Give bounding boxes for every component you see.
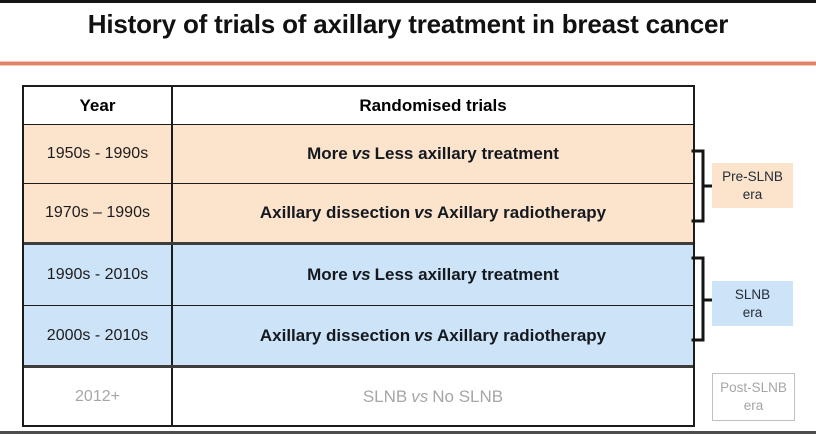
year-cell: 1990s - 2010s	[24, 245, 173, 305]
title-divider-line	[0, 61, 816, 66]
trial-text-post: Less axillary treatment	[374, 265, 559, 284]
table-row-2000s: 2000s - 2010s Axillary dissection vs Axill…	[24, 306, 693, 368]
pre-slnb-bracket	[691, 149, 713, 223]
year-cell: 1970s – 1990s	[24, 184, 173, 242]
era-label-post-slnb: Post-SLNB era	[712, 373, 795, 421]
table-row-2012: 2012+ SLNB vs No SLNB	[24, 368, 693, 425]
table-row-1950s: 1950s - 1990s More vs Less axillary treatm…	[24, 125, 693, 184]
bottom-border-bar	[0, 431, 816, 434]
trial-text-post: Less axillary treatment	[374, 144, 559, 163]
trial-text-pre: Axillary dissection	[259, 325, 411, 345]
trial-text-vs: vs	[414, 325, 434, 345]
trial-text: Axillary dissection vs Axillary radiothera…	[260, 203, 606, 223]
era-label-pre-slnb: Pre-SLNB era	[712, 163, 793, 208]
trial-text: Axillary dissection vs Axillary radiothera…	[260, 326, 606, 346]
year-cell: 2000s - 2010s	[24, 306, 173, 365]
trial-cell: Axillary dissection vs Axillary radiothera…	[173, 306, 693, 365]
table-row-1990s: 1990s - 2010s More vs Less axillary treatm…	[24, 245, 693, 306]
trial-text: More vs Less axillary treatment	[307, 265, 559, 285]
trial-text-vs: vs	[414, 203, 434, 222]
era-label-line1: Post-SLNB	[720, 380, 787, 396]
trial-cell: More vs Less axillary treatment	[173, 125, 693, 183]
trial-cell: SLNB vs No SLNB	[173, 368, 693, 425]
trial-text-pre: SLNB	[362, 386, 408, 406]
trial-text-post: Axillary radiotherapy	[437, 203, 607, 222]
trials-table: Year Randomised trials 1950s - 1990s Mor…	[22, 85, 695, 427]
trial-text-vs: vs	[351, 265, 371, 284]
trial-cell: Axillary dissection vs Axillary radiothera…	[173, 184, 693, 242]
era-label-line2: era	[743, 398, 764, 413]
table-header-row: Year Randomised trials	[24, 87, 693, 125]
trial-text: More vs Less axillary treatment	[307, 144, 559, 164]
year-cell: 2012+	[24, 368, 173, 425]
trial-text-vs: vs	[411, 386, 429, 406]
trial-text-pre: More	[307, 144, 348, 163]
top-border-bar	[0, 0, 816, 3]
column-header-trials: Randomised trials	[359, 95, 507, 115]
era-label-line1: SLNB	[734, 286, 771, 302]
trial-cell: More vs Less axillary treatment	[173, 245, 693, 305]
trial-text-vs: vs	[351, 144, 371, 163]
era-label-line1: Pre-SLNB	[722, 168, 783, 184]
slnb-bracket	[691, 256, 713, 342]
table-row-1970s: 1970s – 1990s Axillary dissection vs Axill…	[24, 184, 693, 245]
era-label-line2: era	[742, 186, 763, 202]
trial-text-pre: Axillary dissection	[259, 203, 411, 222]
era-label-line2: era	[742, 304, 763, 320]
trial-text-post: No SLNB	[432, 386, 504, 406]
trial-text: SLNB vs No SLNB	[363, 387, 503, 407]
page-title: History of trials of axillary treatment …	[87, 9, 729, 39]
column-header-year: Year	[24, 87, 173, 124]
year-cell: 1950s - 1990s	[24, 125, 173, 183]
trial-text-pre: More	[307, 265, 348, 284]
era-label-slnb: SLNB era	[712, 281, 793, 326]
trial-text-post: Axillary radiotherapy	[437, 325, 607, 345]
